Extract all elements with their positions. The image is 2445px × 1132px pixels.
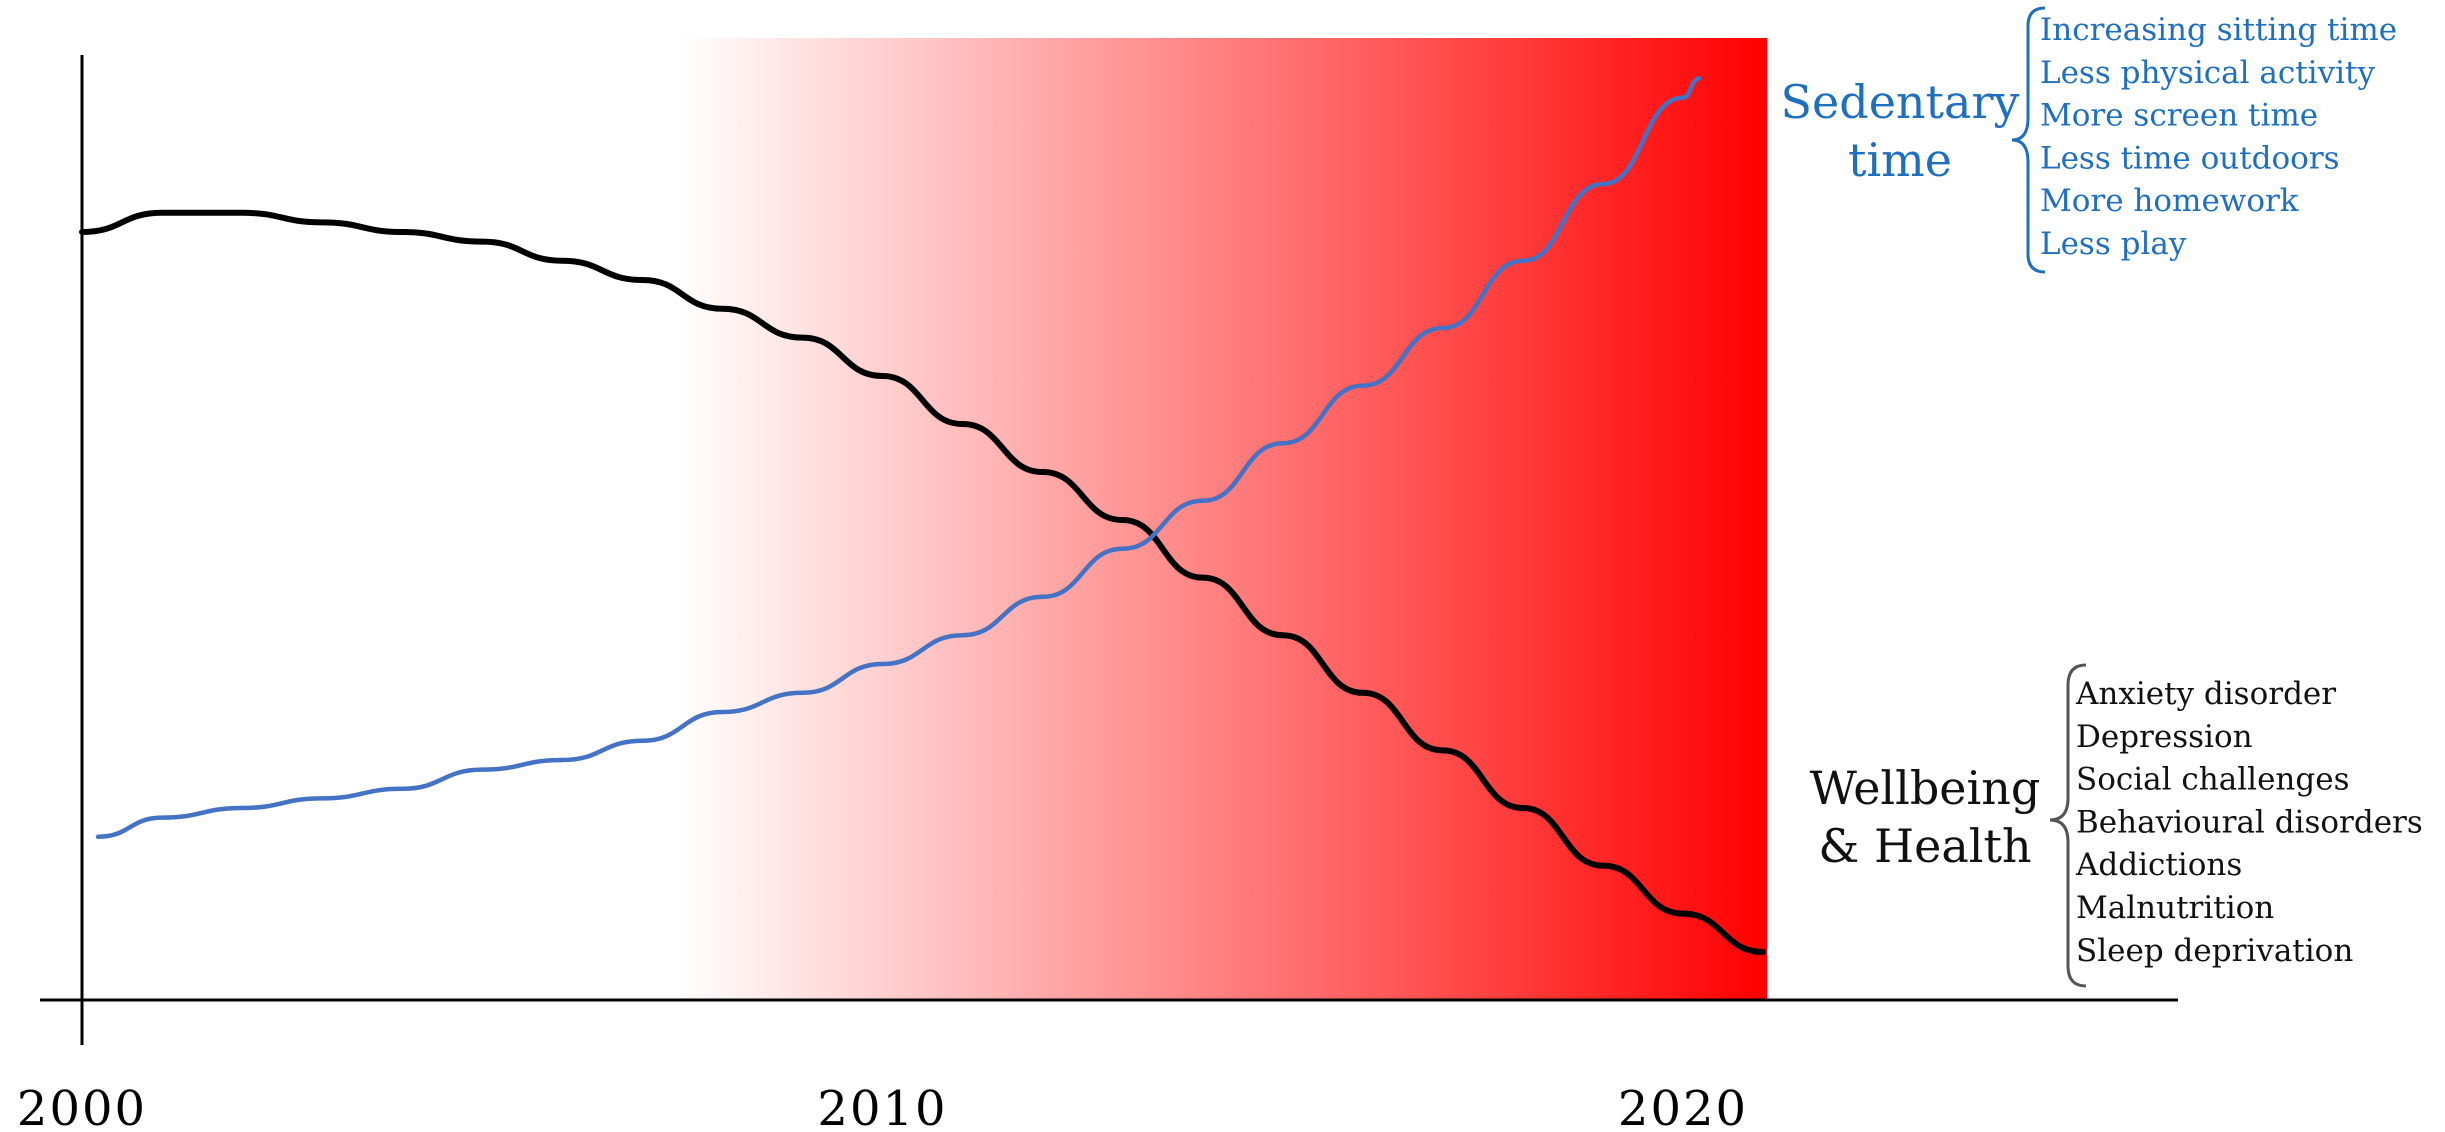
sedentary-annotation: Sedentary time Increasing sitting time Le…	[1781, 6, 2397, 274]
wellbeing-title-line-1: Wellbeing	[1810, 761, 2041, 815]
sedentary-title-line-2: time	[1848, 133, 1952, 187]
series-layer	[79, 76, 1766, 955]
wellbeing-annotation: Wellbeing & Health Anxiety disorder Depre…	[1810, 663, 2423, 988]
wellbeing-item-7: Sleep deprivation	[2076, 933, 2353, 969]
wellbeing-title-line-2: & Health	[1818, 819, 2031, 873]
wellbeing-brace	[2049, 663, 2087, 988]
x-tick-label-2020: 2020	[1618, 1081, 1748, 1132]
wellbeing-item-4: Behavioural disorders	[2076, 804, 2423, 840]
series-line-1	[79, 209, 1766, 955]
sedentary-item-4: Less time outdoors	[2040, 140, 2340, 176]
sedentary-item-3: More screen time	[2040, 98, 2318, 134]
highlight-band	[678, 38, 1768, 1000]
sedentary-items: Increasing sitting time Less physical act…	[2040, 12, 2397, 262]
wellbeing-item-3: Social challenges	[2076, 762, 2349, 798]
x-tick-label-2000: 2000	[17, 1081, 147, 1132]
wellbeing-item-6: Malnutrition	[2076, 890, 2274, 926]
wellbeing-item-1: Anxiety disorder	[2075, 676, 2336, 712]
wellbeing-item-2: Depression	[2076, 719, 2253, 755]
sedentary-brace	[2011, 6, 2046, 274]
series-line-2	[95, 76, 1702, 840]
sedentary-item-6: Less play	[2040, 226, 2187, 262]
sedentary-title-line-1: Sedentary	[1781, 75, 2020, 129]
wellbeing-items: Anxiety disorder Depression Social challen…	[2075, 676, 2423, 969]
sedentary-item-1: Increasing sitting time	[2040, 12, 2397, 48]
x-tick-label-2010: 2010	[817, 1081, 947, 1132]
sedentary-item-5: More homework	[2040, 183, 2299, 219]
x-tick-labels: 2000 2010 2020	[17, 1081, 1748, 1132]
sedentary-item-2: Less physical activity	[2040, 55, 2375, 91]
wellbeing-item-5: Addictions	[2075, 847, 2242, 883]
